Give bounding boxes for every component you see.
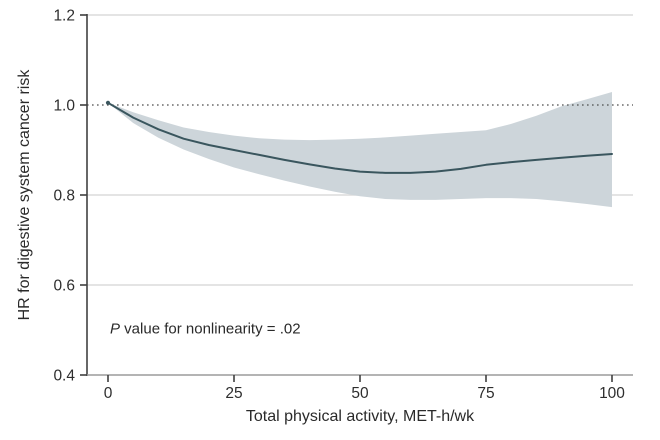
p-value-text: value for nonlinearity = .02 — [120, 320, 301, 338]
y-tick-label: 1.2 — [53, 8, 75, 25]
y-tick-label: 1.0 — [53, 98, 75, 115]
y-tick-label: 0.8 — [53, 188, 75, 205]
confidence-band — [108, 92, 612, 208]
x-tick-label: 75 — [477, 385, 494, 402]
p-value-italic-p: P — [110, 320, 121, 338]
p-value-annotation: P value for nonlinearity = .02 — [110, 321, 301, 338]
x-tick-label: 0 — [104, 385, 113, 402]
y-tick-label: 0.4 — [53, 368, 75, 385]
x-tick-label: 100 — [599, 385, 625, 402]
x-tick-label: 25 — [225, 385, 242, 402]
y-axis-title: HR for digestive system cancer risk — [16, 69, 33, 321]
curve-start-point — [105, 100, 111, 105]
x-tick-label: 50 — [351, 385, 369, 402]
x-axis-title: Total physical activity, MET-h/wk — [245, 408, 475, 425]
y-tick-label: 0.6 — [53, 278, 75, 295]
hr-curve — [107, 101, 613, 174]
